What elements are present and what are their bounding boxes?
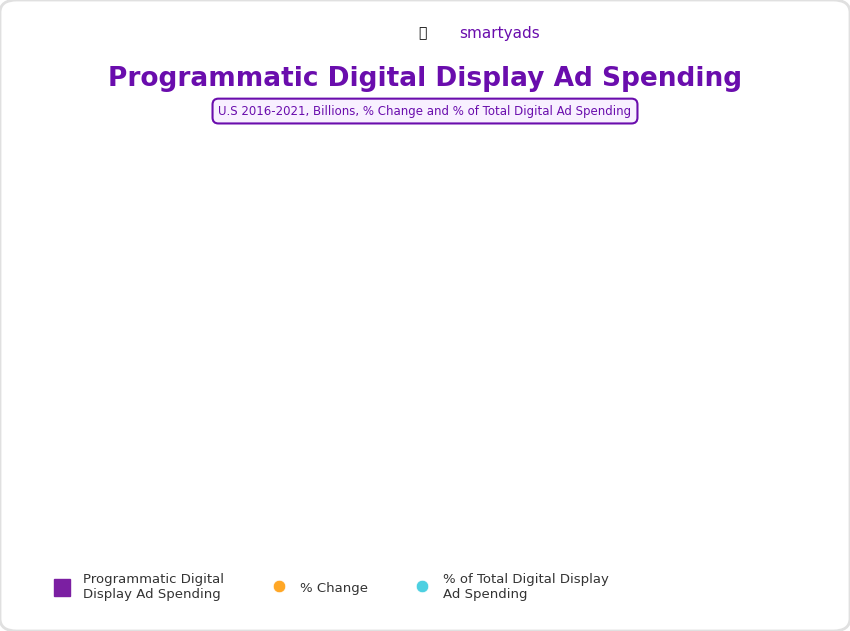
Text: 83.5%: 83.5% [458, 210, 507, 224]
Text: 19.5%: 19.5% [574, 468, 622, 482]
Text: 78.5%: 78.5% [228, 227, 276, 242]
Point [706, 461, 720, 471]
Bar [566, 285, 629, 524]
Point [476, 228, 490, 238]
Text: $68.47: $68.47 [570, 397, 626, 412]
Point [130, 264, 144, 274]
Bar [450, 324, 514, 524]
Point [246, 245, 259, 255]
Point [591, 222, 604, 232]
Legend: Programmatic Digital
Display Ad Spending, % Change, % of Total Digital Display
A: Programmatic Digital Display Ad Spending… [49, 567, 614, 606]
Text: 39.2%: 39.2% [228, 399, 276, 413]
Text: U.S 2016-2021, Billions, % Change and % of Total Digital Ad Spending: U.S 2016-2021, Billions, % Change and % … [218, 105, 632, 117]
Point [246, 382, 259, 392]
Text: Programmatic Digital Display Ad Spending: Programmatic Digital Display Ad Spending [108, 66, 742, 92]
Text: 24.4%: 24.4% [458, 451, 507, 465]
Text: 81.2%: 81.2% [343, 218, 392, 232]
Text: 85.0%: 85.0% [574, 204, 622, 219]
Text: 48.2%: 48.2% [69, 333, 117, 347]
Text: $79.75: $79.75 [685, 230, 741, 245]
Point [360, 415, 374, 425]
Bar [681, 245, 745, 524]
Text: $57.30: $57.30 [455, 308, 511, 323]
Point [360, 235, 374, 245]
Point [591, 451, 604, 461]
Text: $35.46: $35.46 [224, 384, 280, 399]
Text: 16.5%: 16.5% [733, 478, 781, 492]
Point [706, 217, 720, 227]
Bar [336, 363, 399, 524]
Bar [105, 435, 169, 524]
Text: $46.05: $46.05 [339, 347, 395, 362]
Text: 73.0%: 73.0% [113, 247, 162, 261]
Text: $25.48: $25.48 [109, 472, 166, 487]
Bar [221, 400, 284, 524]
Text: 86.5%: 86.5% [649, 215, 697, 229]
Text: 29.9%: 29.9% [343, 432, 392, 445]
Text: smartyads: smartyads [459, 26, 540, 41]
Point [476, 433, 490, 444]
Point [130, 351, 144, 361]
Text: 💡: 💡 [418, 27, 427, 40]
